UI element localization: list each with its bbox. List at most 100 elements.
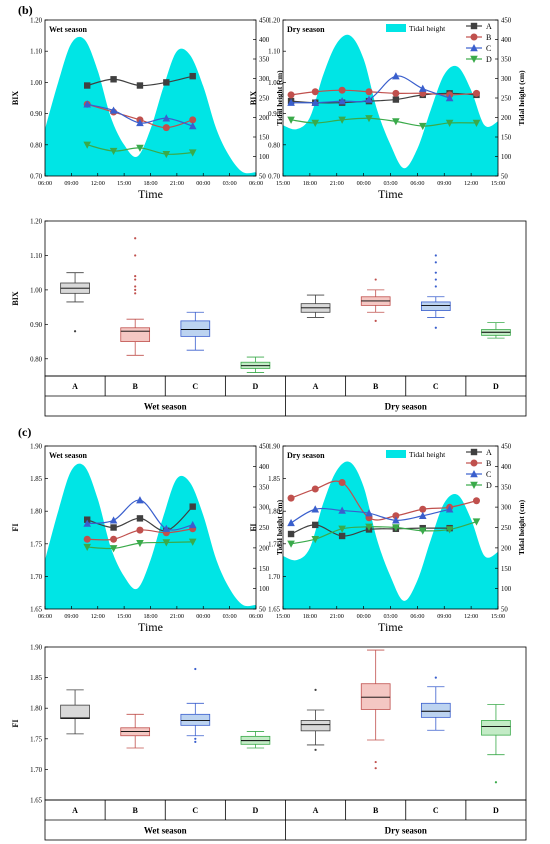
data-point-D [136, 144, 144, 152]
x-tick-label: 09:00 [437, 180, 451, 187]
y2-tick-label: 300 [259, 505, 270, 512]
x-tick-label: 06:00 [410, 180, 424, 187]
x-axis-label: Time [138, 187, 163, 201]
box-outlier [314, 748, 317, 751]
x-tick-label: 21:00 [170, 180, 184, 187]
category-label: B [133, 382, 139, 391]
chart-c1: 1.65 1.70 1.75 1.80 1.85 1.90 50 100 150 200 250 30… [11, 444, 284, 635]
legend-marker-C [470, 44, 478, 52]
x-tick-label: 06:00 [249, 180, 263, 187]
box-B [360, 683, 391, 710]
data-point-B [338, 479, 346, 487]
y-tick-label: 0.80 [268, 142, 280, 149]
y-axis-label: BIX [11, 291, 20, 305]
x-tick-label: 06:00 [249, 613, 263, 620]
x-tick-label: 06:00 [38, 180, 52, 187]
y2-tick-label: 300 [501, 505, 512, 512]
data-point-D [472, 518, 481, 526]
group-label: Dry season [385, 402, 427, 412]
x-tick-label: 09:00 [437, 613, 451, 620]
tidal-height-area [45, 463, 256, 609]
legend-marker-C [470, 470, 478, 478]
x-tick-label: 15:00 [276, 613, 290, 620]
y-tick-label: 1.75 [30, 541, 42, 548]
y-tick-label: 1.20 [30, 219, 42, 226]
box-outlier [134, 254, 137, 257]
box-outlier [434, 285, 437, 288]
category-label: B [373, 382, 379, 391]
y2-tick-label: 250 [259, 525, 270, 532]
x-tick-label: 00:00 [357, 613, 371, 620]
data-point-C [109, 106, 118, 114]
box-outlier [434, 254, 437, 257]
y-tick-label: 1.10 [268, 49, 280, 56]
x-tick-label: 00:00 [357, 180, 371, 187]
data-point-C [83, 519, 91, 527]
data-point-A [136, 515, 144, 522]
y2-tick-label: 350 [501, 57, 512, 64]
plot-frame [44, 220, 527, 377]
legend-tide-label: Tidal height [409, 450, 446, 459]
legend-marker-B [470, 459, 478, 467]
category-label: C [192, 806, 198, 815]
y-tick-label: 1.70 [30, 574, 42, 581]
y-tick-label: 1.65 [30, 798, 42, 805]
box-A [60, 704, 90, 720]
legend-label-C: C [486, 44, 491, 53]
category-label: D [253, 382, 259, 391]
chart-b2: 0.70 0.80 0.90 1.00 1.10 1.20 50 100 150 200 250 30… [249, 18, 526, 202]
data-point-C [162, 114, 171, 122]
y2-axis-label: Tidal height (cm) [275, 499, 284, 555]
x-tick-label: 06:00 [410, 613, 424, 620]
y-tick-label: 0.90 [30, 111, 42, 118]
y2-axis-label: Tidal height (cm) [517, 70, 526, 126]
y2-tick-label: 250 [501, 96, 512, 103]
data-point-D [365, 115, 373, 123]
x-tick-label: 00:00 [196, 613, 210, 620]
legend-label-B: B [486, 459, 491, 468]
data-point-B [162, 124, 170, 132]
box-outlier [434, 261, 437, 264]
y-tick-label: 1.90 [30, 645, 42, 652]
legend-marker-D [470, 481, 478, 489]
panel-c-label: (c) [18, 425, 31, 439]
chart-c2: 1.65 1.70 1.75 1.80 1.85 1.90 50 100 150 200 250 30… [249, 444, 526, 635]
x-tick-label: 12:00 [464, 613, 478, 620]
x-axis-label: Time [138, 620, 163, 634]
data-point-A [110, 524, 117, 531]
y-tick-label: 0.70 [268, 174, 280, 181]
data-point-D [311, 119, 320, 127]
x-tick-label: 03:00 [383, 613, 397, 620]
box-outlier [134, 285, 137, 288]
box-outlier [434, 278, 437, 281]
y-tick-label: 1.00 [30, 287, 42, 294]
category-label: C [192, 382, 198, 391]
data-point-B [311, 88, 319, 96]
y2-tick-label: 350 [259, 484, 270, 491]
data-point-D [188, 149, 197, 157]
data-point-D [162, 539, 171, 547]
group-label: Wet season [144, 826, 187, 836]
x-tick-label: 09:00 [64, 180, 78, 187]
data-point-B [365, 88, 373, 96]
y-tick-label: 0.80 [30, 142, 42, 149]
box-outlier [314, 688, 317, 691]
y-tick-label: 1.10 [30, 253, 42, 260]
y2-tick-label: 150 [259, 566, 270, 573]
data-point-D [136, 539, 144, 548]
y2-tick-label: 250 [259, 96, 270, 103]
data-point-D [392, 524, 400, 532]
data-point-C [392, 516, 400, 524]
x-tick-label: 15:00 [491, 613, 505, 620]
x-tick-label: 03:00 [223, 613, 237, 620]
box-outlier [374, 278, 377, 281]
data-point-B [287, 91, 295, 99]
box-C [180, 320, 211, 337]
x-tick-label: 09:00 [64, 613, 78, 620]
chart-title: Dry season [287, 25, 325, 34]
legend-tide-swatch [386, 24, 406, 32]
y-tick-label: 1.80 [30, 706, 42, 713]
chart-b3: 0.80 0.90 1.00 1.10 1.20 BIX A B C D A B C D Wet seaso… [11, 219, 527, 417]
x-tick-label: 21:00 [330, 180, 344, 187]
data-point-A [287, 530, 295, 538]
